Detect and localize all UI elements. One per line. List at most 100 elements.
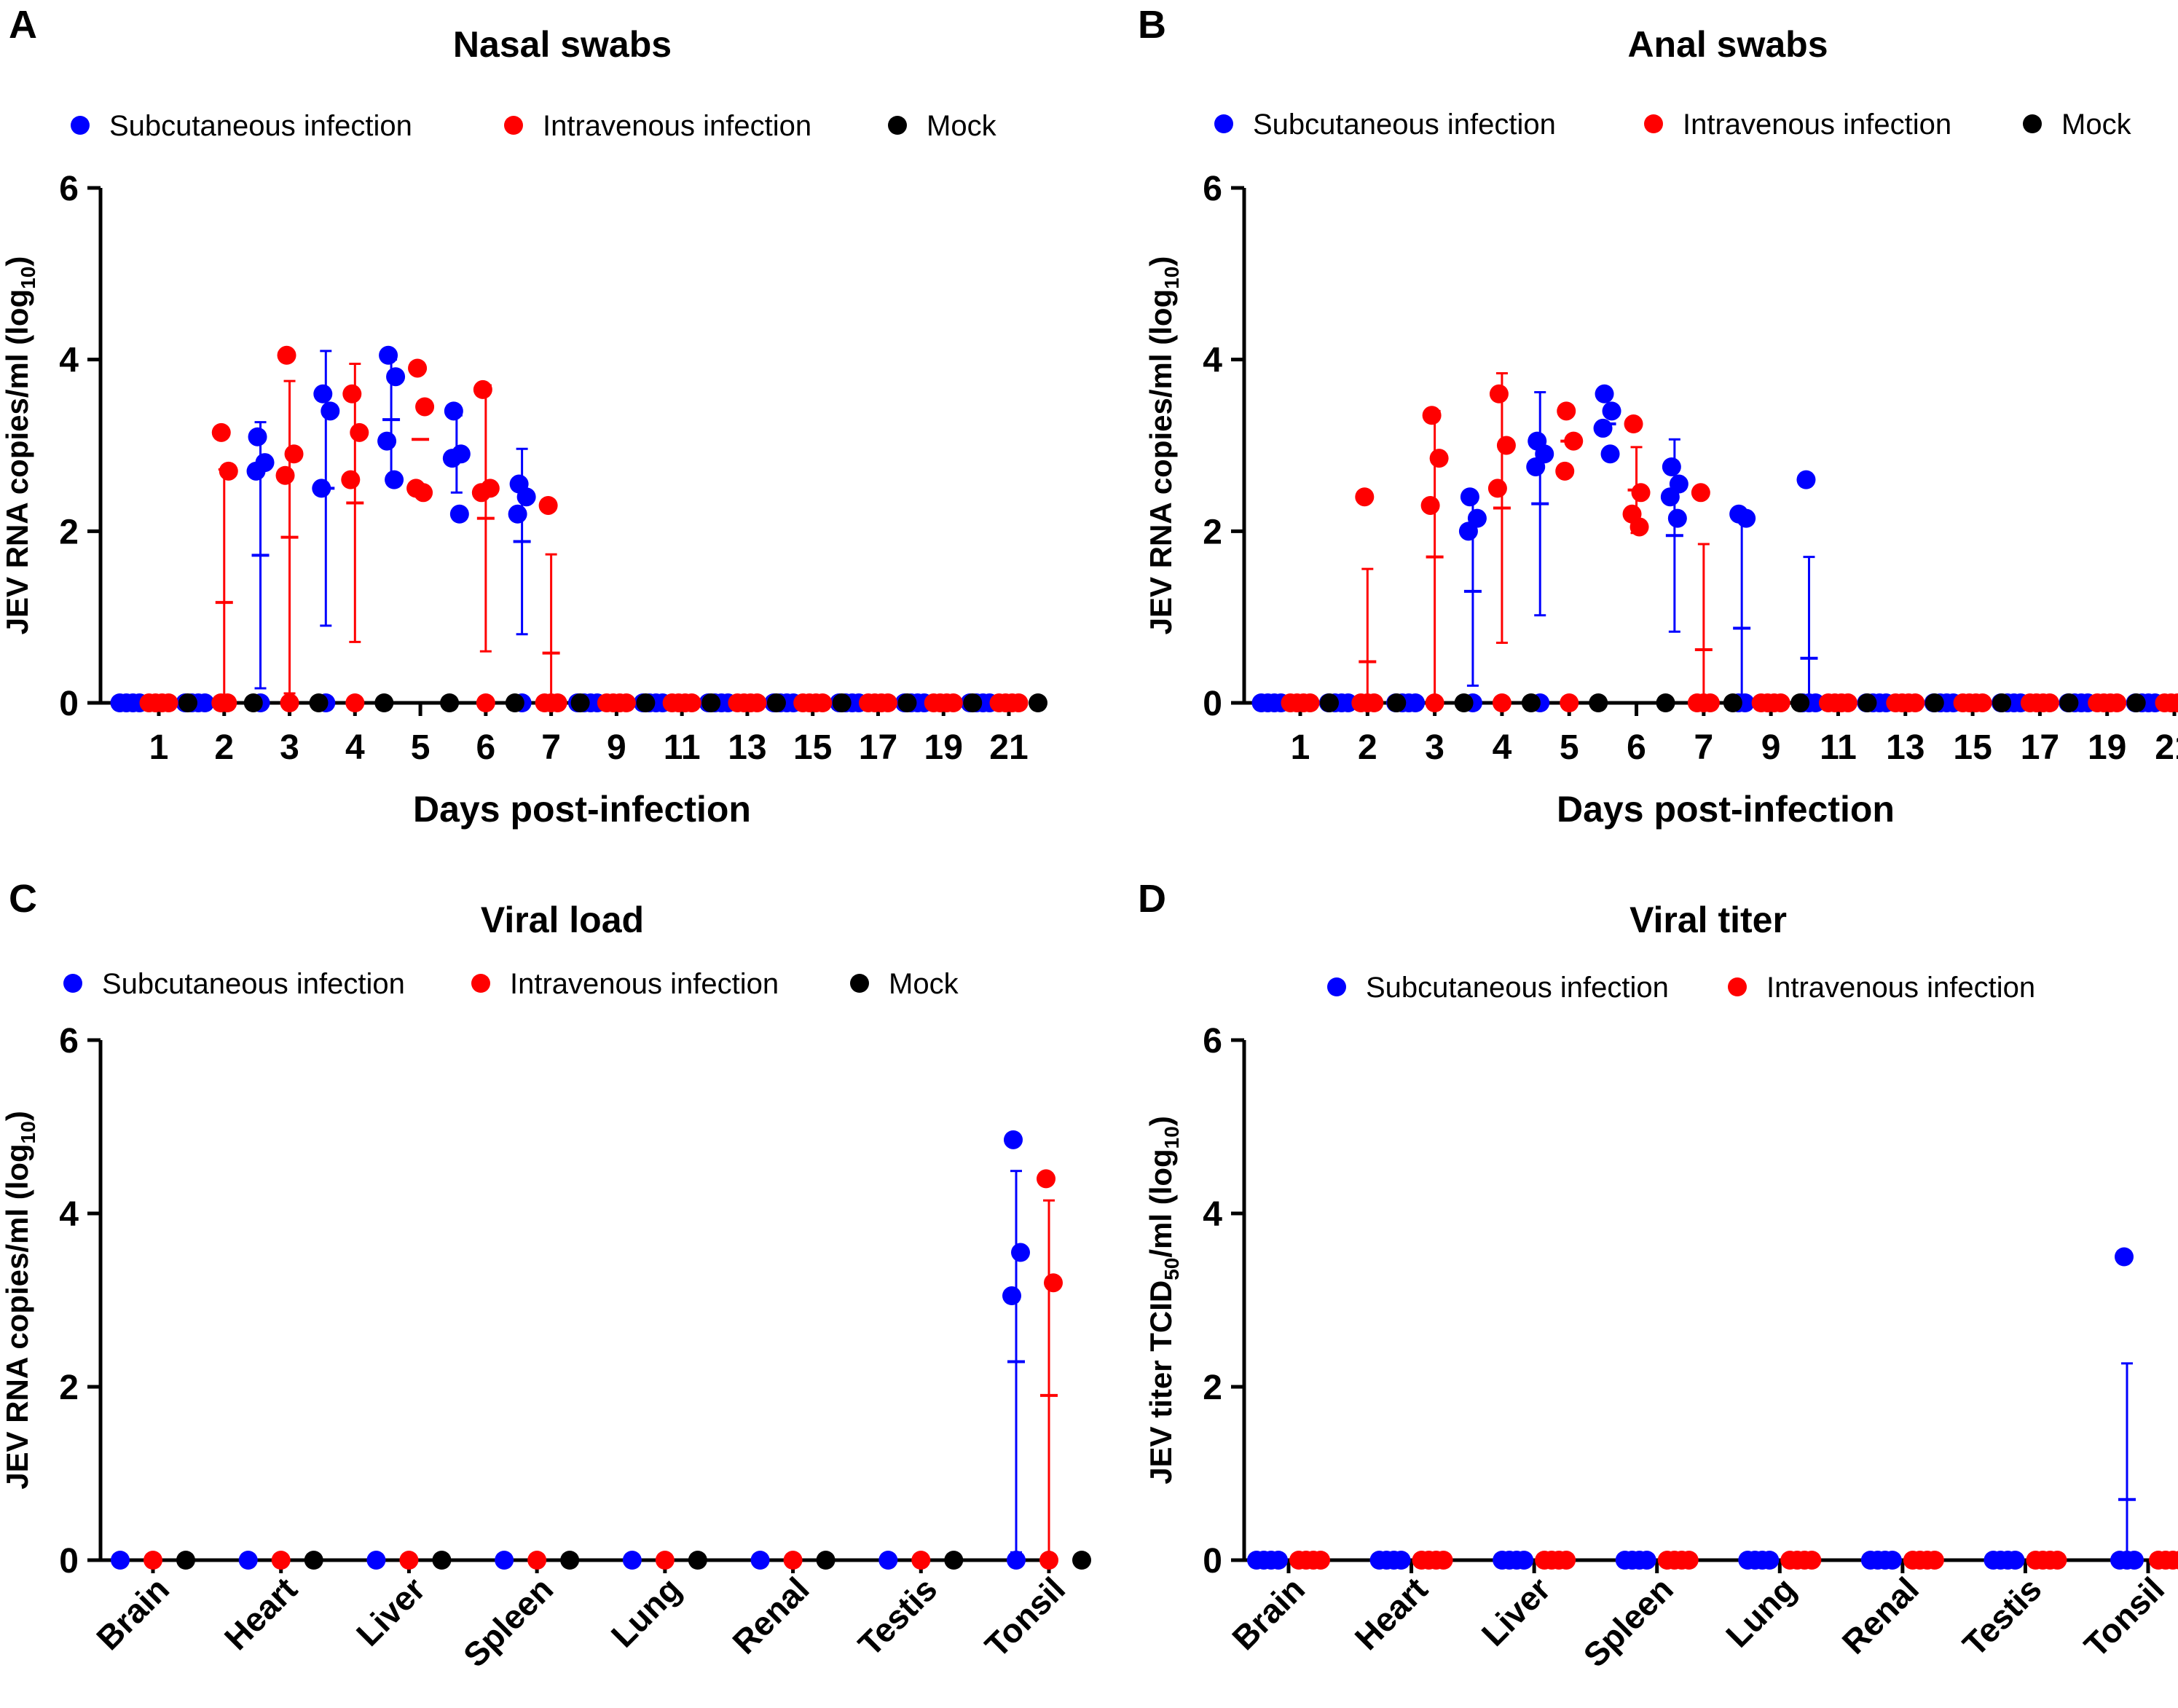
x-tick-label: 1 [149,728,169,767]
data-point [943,693,963,712]
y-axis-label-end: ) [0,1111,34,1121]
data-point [944,1551,964,1570]
x-tick-label: 6 [1627,728,1646,767]
data-point [1564,431,1584,451]
data-point [682,693,701,712]
legend-label: Mock [889,968,959,1000]
data-point [1526,457,1546,476]
data-point [2126,693,2146,712]
x-tick-label: 3 [280,728,299,767]
data-point [1422,406,1442,425]
y-tick-label: 2 [59,1369,79,1407]
x-tick-label: Testis [1955,1570,2048,1663]
data-point [1434,1551,1453,1570]
x-tick-label: 17 [2021,728,2059,767]
y-axis-label-subscript: 10 [1160,1126,1183,1149]
data-point [1631,483,1651,503]
legend-label: Mock [927,110,997,142]
data-point [238,1551,258,1570]
data-points [1251,372,2178,712]
x-tick-label: 11 [664,728,701,767]
legend-marker [850,974,869,993]
legend-item: Subcutaneous infection [1214,109,1556,141]
data-point [701,693,721,712]
data-point [1796,470,1816,489]
y-axis-label: JEV RNA copies/ml (log10) [1144,256,1183,635]
y-tick-label: 4 [1203,1195,1222,1234]
data-point [1600,444,1620,464]
y-axis-label-end: ) [0,256,34,267]
data-point [878,693,897,712]
chart-title: Anal swabs [1627,24,1828,65]
data-point [1002,1286,1021,1306]
data-point [366,1551,386,1570]
data-point [747,693,767,712]
data-point [476,693,495,712]
x-axis-label: Days post-infection [413,789,751,830]
data-point [1629,517,1649,537]
data-point [350,422,369,442]
data-point [1857,693,1877,712]
data-point [1624,414,1643,434]
data-point [878,1551,898,1570]
legend-item: Mock [888,110,997,142]
data-point [2168,693,2178,712]
y-tick-label: 6 [59,170,79,208]
legend-label: Mock [2061,109,2132,141]
data-point [432,1551,452,1570]
x-tick-label: 4 [345,728,365,767]
data-point [2040,693,2059,712]
data-point [560,1551,580,1570]
y-tick-label: 6 [1203,1022,1222,1060]
legend-marker [71,116,90,135]
data-point [1790,693,1810,712]
data-point [144,1551,162,1570]
data-point [1425,693,1444,712]
data-point [570,693,590,712]
x-tick-label: 13 [1886,728,1925,767]
panel-letter: B [1138,3,1166,47]
data-point [284,444,304,464]
data-point [548,693,567,712]
x-tick-label: 9 [1761,728,1781,767]
x-tick-label: Brain [1224,1570,1312,1657]
x-axis: 1 2 3 4 5 6 7 9 11 13 15 17 19 21 [101,701,1029,767]
data-point [516,487,536,507]
legend-label: Intravenous infection [543,110,811,142]
data-point [1387,693,1407,712]
x-tick-label: 13 [728,728,766,767]
data-point [1660,487,1680,507]
panel-letter: A [9,3,37,47]
panel-c: C Viral load Subcutaneous infection Intrave… [0,877,1091,1674]
data-point [374,693,394,712]
data-point [414,483,433,503]
data-point [1454,693,1474,712]
x-axis-label: Days post-infection [1557,789,1895,830]
data-point [385,470,404,489]
data-point [1458,522,1478,541]
data-point [271,1551,291,1570]
data-point [442,449,462,468]
data-point [1406,693,1426,712]
data-point [176,1551,195,1570]
x-tick-label: 6 [476,728,495,767]
data-point [1004,1130,1023,1149]
legend-item: Intravenous infection [1644,109,1951,141]
y-axis-label-main: JEV RNA copies/ml (log [0,1144,34,1489]
x-tick-label: Lung [604,1570,688,1654]
y-tick-label: 4 [59,342,79,380]
data-point [341,470,361,489]
data-point [1602,401,1621,421]
data-point [1514,1551,1534,1570]
legend-marker [504,116,523,135]
data-point [386,367,406,387]
legend-item: Subcutaneous infection [63,968,405,1000]
data-point [616,693,636,712]
y-axis: 0 2 4 6 [59,1022,103,1581]
y-axis-label-subscript: 10 [17,267,39,289]
x-tick-label: 2 [1358,728,1377,767]
y-tick-label: 2 [1203,513,1222,551]
legend-marker [2023,114,2042,133]
legend-marker [1728,977,1747,996]
y-axis-label: JEV titer TCID50/ml (log10) [1144,1116,1183,1484]
